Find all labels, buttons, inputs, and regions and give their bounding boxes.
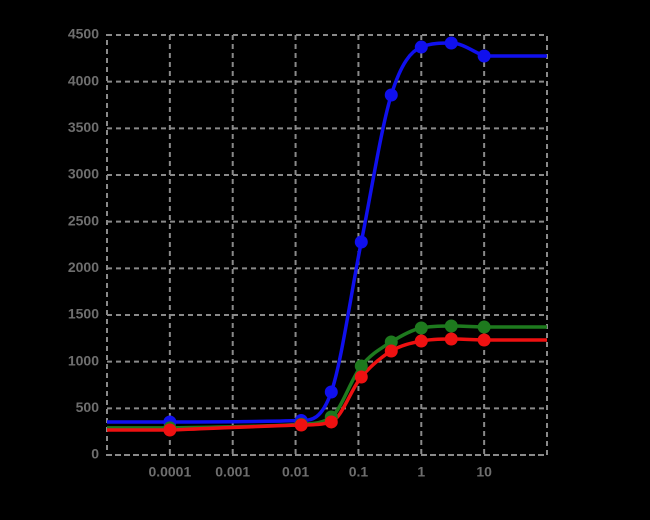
data-point <box>384 335 398 349</box>
y-tick-label: 2000 <box>68 259 99 275</box>
data-point <box>477 49 491 63</box>
x-tick-label: 0.1 <box>349 464 369 480</box>
x-tick-label: 0.0001 <box>148 464 191 480</box>
y-tick-label: 3000 <box>68 166 99 182</box>
data-point <box>354 359 368 373</box>
data-point <box>354 370 368 384</box>
data-point <box>444 36 458 50</box>
x-tick-label: 0.01 <box>282 464 309 480</box>
data-point <box>294 418 308 432</box>
y-tick-label: 2500 <box>68 212 99 228</box>
data-point <box>477 320 491 334</box>
data-point <box>444 319 458 333</box>
data-point <box>414 40 428 54</box>
data-point <box>414 334 428 348</box>
y-tick-label: 3500 <box>68 119 99 135</box>
data-point <box>354 235 368 249</box>
data-point <box>414 321 428 335</box>
x-tick-label: 1 <box>417 464 425 480</box>
data-point <box>384 344 398 358</box>
x-tick-label: 10 <box>476 464 492 480</box>
y-tick-label: 0 <box>91 446 99 462</box>
y-tick-label: 4500 <box>68 26 99 42</box>
fit-line <box>107 41 547 424</box>
data-point <box>444 332 458 346</box>
data-point <box>324 415 338 429</box>
data-point <box>324 385 338 399</box>
x-tick-label: 0.001 <box>215 464 250 480</box>
y-tick-label: 1500 <box>68 306 99 322</box>
data-point <box>163 423 177 437</box>
data-point <box>384 88 398 102</box>
data-point <box>477 333 491 347</box>
y-tick-label: 1000 <box>68 352 99 368</box>
y-tick-label: 500 <box>76 399 100 415</box>
y-tick-label: 4000 <box>68 72 99 88</box>
